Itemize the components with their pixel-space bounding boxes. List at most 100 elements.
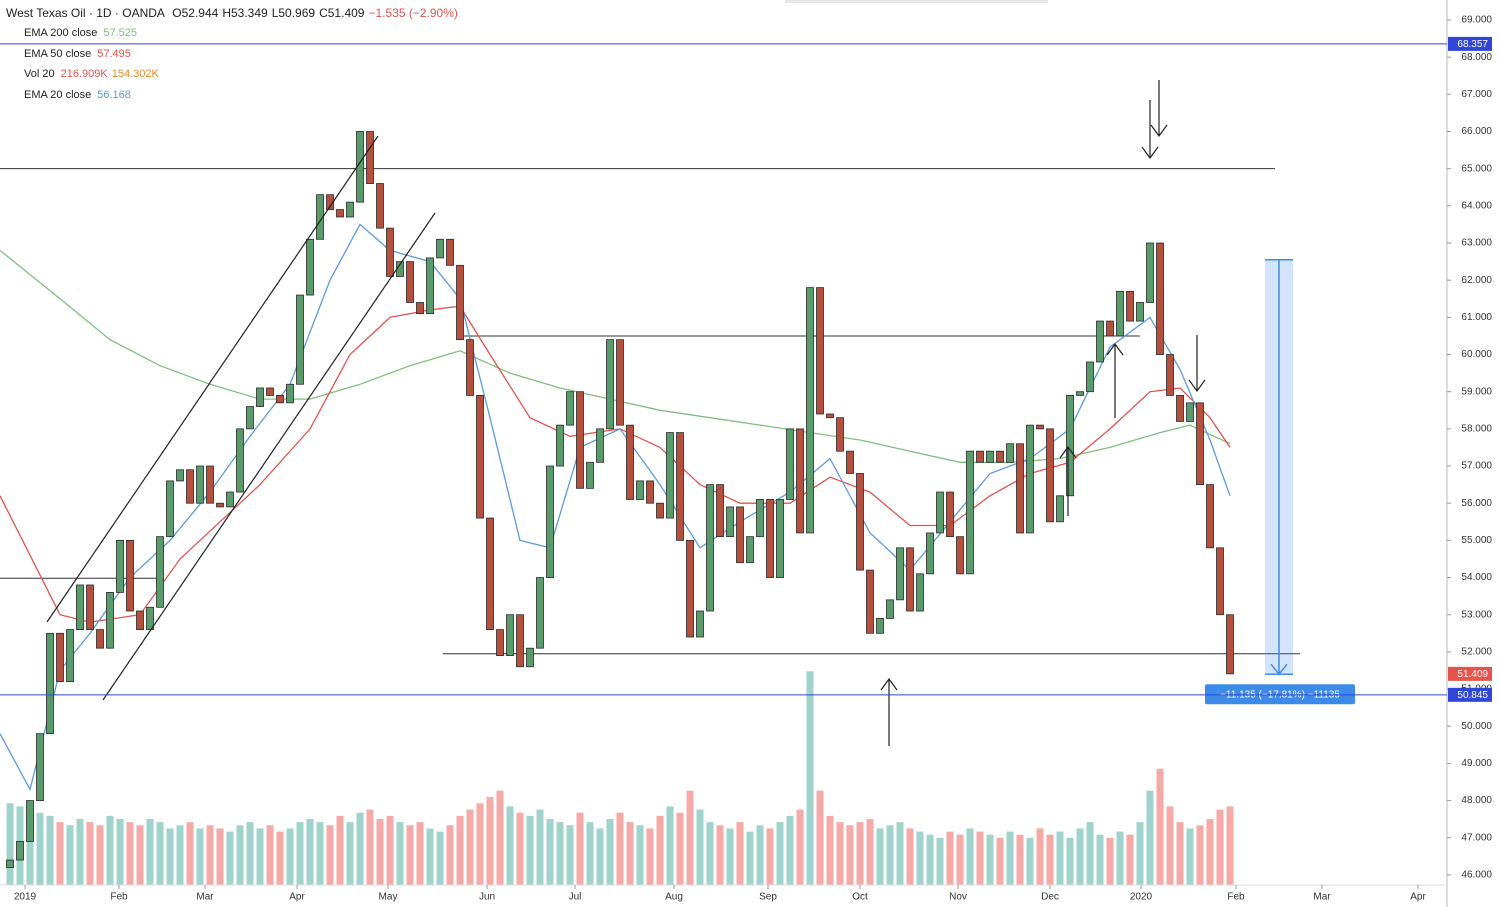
y-tick-label: 64.000	[1461, 200, 1492, 211]
x-tick-label: Nov	[949, 892, 967, 903]
legend-name: EMA 50 close	[24, 47, 92, 60]
y-tick-label: 66.000	[1461, 126, 1492, 137]
volume-bar	[136, 825, 144, 885]
candle-body	[1046, 428, 1054, 523]
candle-body	[966, 450, 974, 575]
candle-body	[216, 502, 224, 508]
candle-body	[1196, 402, 1204, 486]
volume-bar	[436, 831, 444, 885]
volume-bar	[706, 822, 714, 885]
volume-bar	[766, 828, 774, 885]
candle-body	[426, 257, 434, 315]
candle-body	[1156, 242, 1164, 355]
volume-bar	[616, 812, 624, 885]
candle-body	[436, 238, 444, 259]
volume-bar	[1066, 837, 1074, 885]
volume-bar	[696, 809, 704, 885]
candle-body	[1086, 361, 1094, 393]
volume-bar	[1106, 837, 1114, 885]
volume-bar	[126, 822, 134, 885]
volume-bar	[306, 819, 314, 885]
y-tick-label: 49.000	[1461, 758, 1492, 769]
measure-arrow	[1265, 258, 1293, 676]
volume-bar	[886, 825, 894, 885]
volume-bar	[276, 831, 284, 885]
candle-body	[926, 532, 934, 575]
volume-bar	[826, 815, 834, 885]
volume-bar	[226, 831, 234, 885]
candle-body	[116, 539, 124, 593]
volume-bar	[576, 812, 584, 885]
volume-bar	[326, 825, 334, 885]
x-tick-label: Apr	[289, 892, 305, 903]
y-tick-label: 59.000	[1461, 386, 1492, 397]
volume-bar	[206, 825, 214, 885]
candle-body	[386, 227, 394, 277]
price-tag-label: 51.409	[1457, 669, 1488, 680]
x-tick-label: Jun	[479, 892, 495, 903]
volume-bar	[1086, 822, 1094, 885]
candle-body	[496, 629, 504, 657]
y-tick-label: 69.000	[1461, 15, 1492, 26]
volume-bar	[786, 815, 794, 885]
volume-bar	[336, 815, 344, 885]
volume-bar	[636, 825, 644, 885]
y-tick-label: 48.000	[1461, 795, 1492, 806]
volume-bar	[876, 828, 884, 885]
volume-bar	[1196, 825, 1204, 885]
candle-body	[506, 614, 514, 657]
volume-bar	[946, 831, 954, 885]
candle-body	[636, 480, 644, 500]
price-tag-label: 68.357	[1457, 39, 1488, 50]
legend-value: 57.495	[97, 47, 131, 60]
y-tick-label: 55.000	[1461, 535, 1492, 546]
volume-bar	[196, 828, 204, 885]
candle-body	[656, 502, 664, 519]
trend-line	[102, 212, 436, 701]
candle-body	[1176, 395, 1184, 422]
x-tick-label: Feb	[110, 892, 128, 903]
ohlc: O52.944 H53.349 L50.969 C51.409 −1.535 (−2.9…	[172, 6, 462, 20]
candle-body	[626, 424, 634, 500]
volume-bar	[366, 809, 374, 885]
candle-body	[1066, 395, 1074, 497]
candle-body	[726, 506, 734, 538]
candle-body	[1206, 484, 1214, 549]
ohlc-value: O52.944	[172, 6, 219, 20]
arrow-up	[880, 677, 898, 746]
y-tick-label: 61.000	[1461, 312, 1492, 323]
volume-bar	[1096, 834, 1104, 885]
volume-bar	[516, 812, 524, 885]
candle-body	[1226, 614, 1234, 675]
candle-body	[1096, 320, 1104, 363]
candle-body	[1216, 547, 1224, 616]
candle-body	[596, 428, 604, 463]
price-tag	[1448, 666, 1492, 681]
candle-body	[126, 539, 134, 612]
candle-body	[1106, 320, 1114, 337]
candle-body	[166, 480, 174, 538]
volume-bar	[566, 825, 574, 885]
volume-bar	[256, 828, 264, 885]
x-tick-label: Feb	[1227, 892, 1245, 903]
candle-body	[446, 238, 454, 266]
candle-body	[746, 536, 754, 564]
volume-bar	[1116, 831, 1124, 885]
candle-body	[16, 841, 24, 861]
volume-bar	[926, 834, 934, 885]
drawings	[46, 80, 1206, 746]
candle-body	[576, 391, 584, 489]
price-tag	[1448, 36, 1492, 51]
volume-bar	[1036, 828, 1044, 885]
volume-bar	[486, 797, 494, 885]
volume-bar	[116, 819, 124, 885]
volume-bar	[1186, 828, 1194, 885]
candle-body	[46, 632, 54, 735]
volume-bar	[36, 812, 44, 885]
volume-bar	[456, 815, 464, 885]
y-tick-label: 63.000	[1461, 238, 1492, 249]
volume-bar	[1026, 837, 1034, 885]
arrow-down	[1188, 335, 1206, 393]
volume-bar	[546, 819, 554, 885]
